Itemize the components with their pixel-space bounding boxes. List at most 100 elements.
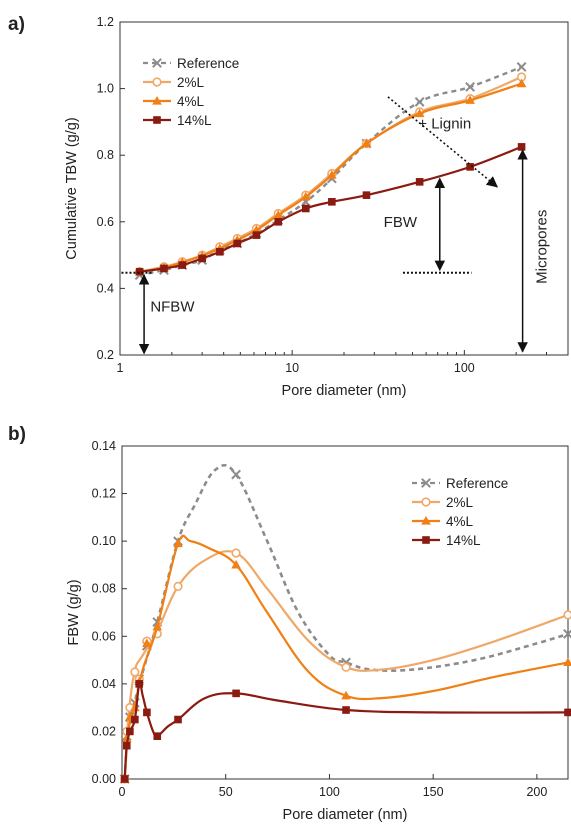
x-axis-title-a: Pore diameter (nm) bbox=[282, 383, 407, 399]
data-point-2-l bbox=[130, 667, 140, 677]
series-line-reference bbox=[123, 463, 569, 780]
data-point-14-l bbox=[232, 689, 240, 698]
data-point-4-l bbox=[327, 170, 337, 179]
data-point-4-l bbox=[121, 733, 132, 743]
annotations-a: + Lignin FBW NFBW Micropores bbox=[121, 96, 551, 355]
legend-marker bbox=[152, 77, 162, 87]
series-14-l bbox=[135, 143, 526, 276]
axis-ticks-b: 0.00 0.02 0.04 0.06 0.08 0.10 0.12 0.14 0 50 100 15… bbox=[92, 439, 548, 799]
legend-item-2-l: 2%L bbox=[412, 495, 474, 510]
legend-label: 2%L bbox=[177, 75, 205, 90]
series-2-l bbox=[120, 548, 571, 784]
data-point-14-l bbox=[415, 178, 424, 186]
x-axis-title-b: Pore diameter (nm) bbox=[283, 807, 408, 823]
y-tick-label: 0.4 bbox=[97, 281, 114, 295]
legend-label: Reference bbox=[446, 476, 508, 491]
legend-marker bbox=[152, 58, 162, 68]
legend-label: Reference bbox=[177, 56, 239, 71]
data-point-4-l bbox=[465, 95, 475, 104]
data-point-14-l bbox=[216, 247, 224, 256]
chart-panel-a: a) 0.2 0.4 0.6 0.8 1.0 1.2 1 10 100 Pore diamete… bbox=[8, 14, 569, 399]
data-point-14-l bbox=[302, 204, 310, 213]
data-point-14-l bbox=[126, 727, 134, 736]
x-tick-label: 1 bbox=[117, 361, 124, 375]
axis-ticks-a: 0.2 0.4 0.6 0.8 1.0 1.2 1 10 100 bbox=[97, 15, 569, 375]
data-point-14-l bbox=[174, 715, 182, 724]
data-point-2-l bbox=[231, 548, 241, 558]
data-point-4-l bbox=[301, 191, 311, 201]
x-tick-label: 150 bbox=[423, 785, 444, 799]
data-point-2-l bbox=[173, 581, 183, 591]
y-tick-label: 0.14 bbox=[92, 439, 116, 453]
y-tick-label: 0.12 bbox=[92, 487, 116, 501]
legend-label: 4%L bbox=[177, 94, 205, 109]
data-point-14-l bbox=[564, 708, 571, 717]
data-point-14-l bbox=[135, 680, 144, 688]
series-line-4-l bbox=[123, 534, 569, 780]
x-tick-label: 200 bbox=[526, 785, 547, 799]
y-tick-label: 0.06 bbox=[92, 629, 116, 643]
data-point-reference bbox=[563, 628, 571, 639]
series-14-l bbox=[120, 680, 571, 783]
data-point-4-l bbox=[341, 690, 351, 700]
legend-marker bbox=[421, 478, 431, 488]
x-tick-label: 10 bbox=[285, 361, 299, 375]
data-point-2-l bbox=[341, 662, 351, 672]
series-line-14-l bbox=[139, 145, 522, 273]
data-point-14-l bbox=[342, 706, 350, 714]
data-point-14-l bbox=[178, 261, 187, 269]
legend-label: 4%L bbox=[446, 514, 474, 529]
data-point-reference bbox=[516, 62, 527, 72]
legend-item-4-l: 4%L bbox=[143, 94, 205, 109]
y-tick-label: 0.10 bbox=[92, 534, 116, 548]
y-axis-title-a: Cumulative TBW (g/g) bbox=[64, 117, 80, 259]
legend-marker bbox=[421, 516, 431, 525]
data-point-14-l bbox=[328, 198, 336, 206]
data-point-4-l bbox=[273, 210, 284, 219]
y-axis-title-b: FBW (g/g) bbox=[66, 579, 82, 645]
panel-label-b: b) bbox=[8, 424, 26, 445]
x-tick-label: 100 bbox=[454, 361, 475, 375]
annotation-nfbw: NFBW bbox=[150, 299, 195, 316]
legend-label: 14%L bbox=[446, 533, 481, 548]
legend-item-14-l: 14%L bbox=[412, 533, 481, 548]
legend-marker bbox=[153, 116, 161, 124]
legend-item-2-l: 2%L bbox=[143, 75, 205, 90]
data-point-14-l bbox=[198, 254, 206, 263]
legend-b: Reference 2%L 4%L 14%L bbox=[412, 476, 508, 548]
legend-item-reference: Reference bbox=[412, 476, 508, 491]
series-reference bbox=[119, 463, 571, 784]
x-tick-label: 100 bbox=[319, 785, 340, 799]
data-point-14-l bbox=[466, 163, 474, 171]
data-point-14-l bbox=[120, 775, 129, 783]
series-group-b bbox=[119, 463, 571, 784]
legend-label: 14%L bbox=[177, 113, 212, 128]
legend-item-4-l: 4%L bbox=[412, 514, 474, 529]
data-point-14-l bbox=[160, 264, 168, 273]
data-point-14-l bbox=[153, 732, 162, 740]
legend-a: Reference 2%L 4%L 14%L bbox=[143, 56, 239, 128]
data-point-14-l bbox=[233, 239, 242, 248]
data-point-14-l bbox=[135, 267, 144, 276]
data-point-4-l bbox=[563, 657, 571, 667]
data-point-4-l bbox=[152, 621, 163, 631]
data-point-4-l bbox=[516, 78, 527, 88]
lignin-arrow bbox=[387, 96, 498, 188]
y-tick-label: 1.0 bbox=[97, 82, 114, 96]
annotation-lignin: + Lignin bbox=[418, 116, 471, 133]
y-tick-label: 0.2 bbox=[97, 348, 114, 362]
x-tick-label: 50 bbox=[219, 785, 233, 799]
data-point-reference bbox=[465, 82, 476, 92]
data-point-14-l bbox=[252, 231, 261, 239]
legend-label: 2%L bbox=[446, 495, 474, 510]
y-tick-label: 0.08 bbox=[92, 582, 116, 596]
y-tick-label: 0.8 bbox=[97, 148, 114, 162]
data-point-4-l bbox=[361, 138, 372, 148]
y-tick-label: 0.02 bbox=[92, 724, 116, 738]
y-tick-label: 1.2 bbox=[97, 15, 114, 29]
data-point-14-l bbox=[274, 218, 283, 226]
data-point-4-l bbox=[414, 108, 425, 118]
annotation-fbw: FBW bbox=[384, 214, 418, 231]
y-tick-label: 0.00 bbox=[92, 772, 116, 786]
legend-item-reference: Reference bbox=[143, 56, 239, 71]
